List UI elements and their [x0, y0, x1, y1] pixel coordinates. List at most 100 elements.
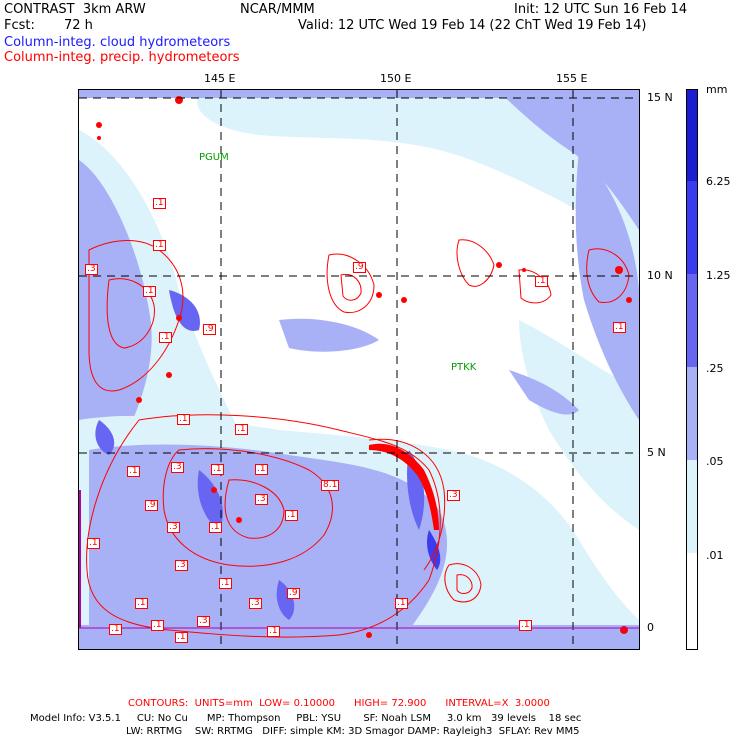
precip-core [366, 632, 372, 638]
contour-value-label: .1 [135, 598, 148, 609]
contour-value-label: .1 [177, 414, 190, 425]
precip-core [236, 517, 242, 523]
field-precip-title: Column-integ. precip. hydrometeors [4, 50, 240, 65]
precip-core [175, 96, 183, 104]
precip-core [496, 262, 502, 268]
contour-value-label: 8.1 [321, 480, 340, 491]
cloud-area-east-edge [575, 150, 639, 420]
legend-colorbar [686, 89, 698, 650]
station-ptkk: PTKK [451, 362, 477, 373]
contour-value-label: .3 [255, 494, 268, 505]
contour-value-label: .1 [151, 620, 164, 631]
contour-value-label: .9 [145, 500, 158, 511]
contour-value-label: .3 [85, 264, 98, 275]
contour-value-label: .1 [255, 464, 268, 475]
contour-value-label: .9 [287, 588, 300, 599]
forecast-label: Fcst: [4, 18, 35, 33]
precip-contour-southeast-arc [368, 438, 446, 571]
cloud-area-east-band [519, 320, 639, 530]
precip-contour-southeast-cell-inner [456, 574, 473, 594]
legend-level-1-25: 1.25 [706, 269, 731, 282]
contour-value-label: .3 [167, 522, 180, 533]
lat-label-5n: 5 N [647, 446, 666, 459]
legend-swatch-top [687, 90, 697, 181]
precip-core [522, 268, 526, 272]
contour-value-label: .1 [285, 510, 298, 521]
legend-level-0-05: .05 [706, 455, 724, 468]
hydrometeor-map [79, 90, 639, 649]
precip-core [211, 487, 217, 493]
cloud-area-northeast-low [499, 92, 639, 230]
contour-value-label: .1 [159, 332, 172, 343]
model-info-line-1: Model Info: V3.5.1 CU: No Cu MP: Thompso… [30, 713, 582, 724]
precip-core [620, 626, 628, 634]
cloud-dense-cell-3 [407, 450, 425, 530]
contour-value-label: .1 [175, 632, 188, 643]
precip-contour-north-island-inner [340, 273, 362, 301]
contour-value-label: .1 [395, 598, 408, 609]
contour-value-label: .3 [447, 490, 460, 501]
contour-value-label: .1 [267, 626, 280, 637]
precip-core [166, 372, 172, 378]
contour-value-label: .1 [109, 624, 122, 635]
precip-core [626, 297, 632, 303]
precip-contour-south-inner-1 [162, 448, 333, 567]
center-name: NCAR/MMM [240, 2, 315, 17]
cloud-dense-cell-4 [197, 470, 223, 530]
legend-level-0-01: .01 [706, 549, 724, 562]
precip-contour-south-inner-2 [224, 479, 285, 539]
cloud-bottom-band [79, 625, 639, 649]
contour-value-label: .1 [519, 620, 532, 631]
lat-label-10n: 10 N [647, 269, 673, 282]
cloud-dense-cell-6 [426, 530, 441, 570]
precip-contour-southeast-cell [444, 563, 482, 603]
precip-core [97, 136, 101, 140]
legend-swatch-6-25 [687, 181, 697, 274]
legend-swatch-0-25 [687, 367, 697, 460]
precip-cores [96, 96, 632, 638]
model-title: CONTRAST 3km ARW [4, 2, 146, 17]
cloud-area-northeast [197, 92, 639, 300]
contour-value-label: .3 [171, 462, 184, 473]
precip-contour-north-island [326, 253, 375, 314]
precip-core [401, 297, 407, 303]
cloud-area-central-band [279, 318, 379, 352]
map-panel: PGUM PTKK .1.1.3.1.9.1.9.1.1.1.1.1.3.1.1… [78, 89, 640, 650]
station-pgum: PGUM [199, 152, 229, 163]
contour-value-label: .9 [203, 324, 216, 335]
cloud-dense-cell-5 [276, 580, 295, 620]
contour-value-label: .1 [535, 276, 548, 287]
lat-label-0: 0 [647, 621, 654, 634]
contour-value-label: .3 [197, 616, 210, 627]
contour-value-label: .1 [143, 286, 156, 297]
init-time: Init: 12 UTC Sun 16 Feb 14 [514, 2, 688, 17]
field-cloud-title: Column-integ. cloud hydrometeors [4, 35, 231, 50]
lon-label-150: 150 E [380, 72, 412, 85]
contour-info: CONTOURS: UNITS=mm LOW= 0.10000 HIGH= 72… [128, 698, 550, 709]
contour-value-label: .1 [219, 578, 232, 589]
contour-value-label: .1 [211, 464, 224, 475]
contour-value-label: .1 [235, 424, 248, 435]
lon-label-145: 145 E [204, 72, 236, 85]
precip-core [96, 122, 102, 128]
cloud-area-west-mid [79, 160, 152, 450]
cloud-area-south-mid [89, 444, 448, 630]
legend-level-0-25: .25 [706, 362, 724, 375]
precip-core [615, 266, 623, 274]
legend-swatch-1-25 [687, 274, 697, 367]
precip-core [376, 292, 382, 298]
precip-core [176, 315, 182, 321]
lat-label-15n: 15 N [647, 91, 673, 104]
contour-value-label: .1 [613, 322, 626, 333]
precip-contour-northwest-inner [106, 278, 155, 349]
cloud-dense-cell-1 [169, 290, 200, 331]
contour-value-label: .9 [353, 262, 366, 273]
contour-value-label: .3 [249, 598, 262, 609]
precip-contour-east-2 [518, 269, 552, 304]
contour-value-label: .1 [127, 466, 140, 477]
contour-value-label: .1 [153, 240, 166, 251]
legend-swatch-0-01 [687, 553, 697, 649]
contour-value-label: .1 [153, 198, 166, 209]
contour-value-label: .1 [209, 522, 222, 533]
cloud-dense-cell-2 [95, 420, 115, 455]
